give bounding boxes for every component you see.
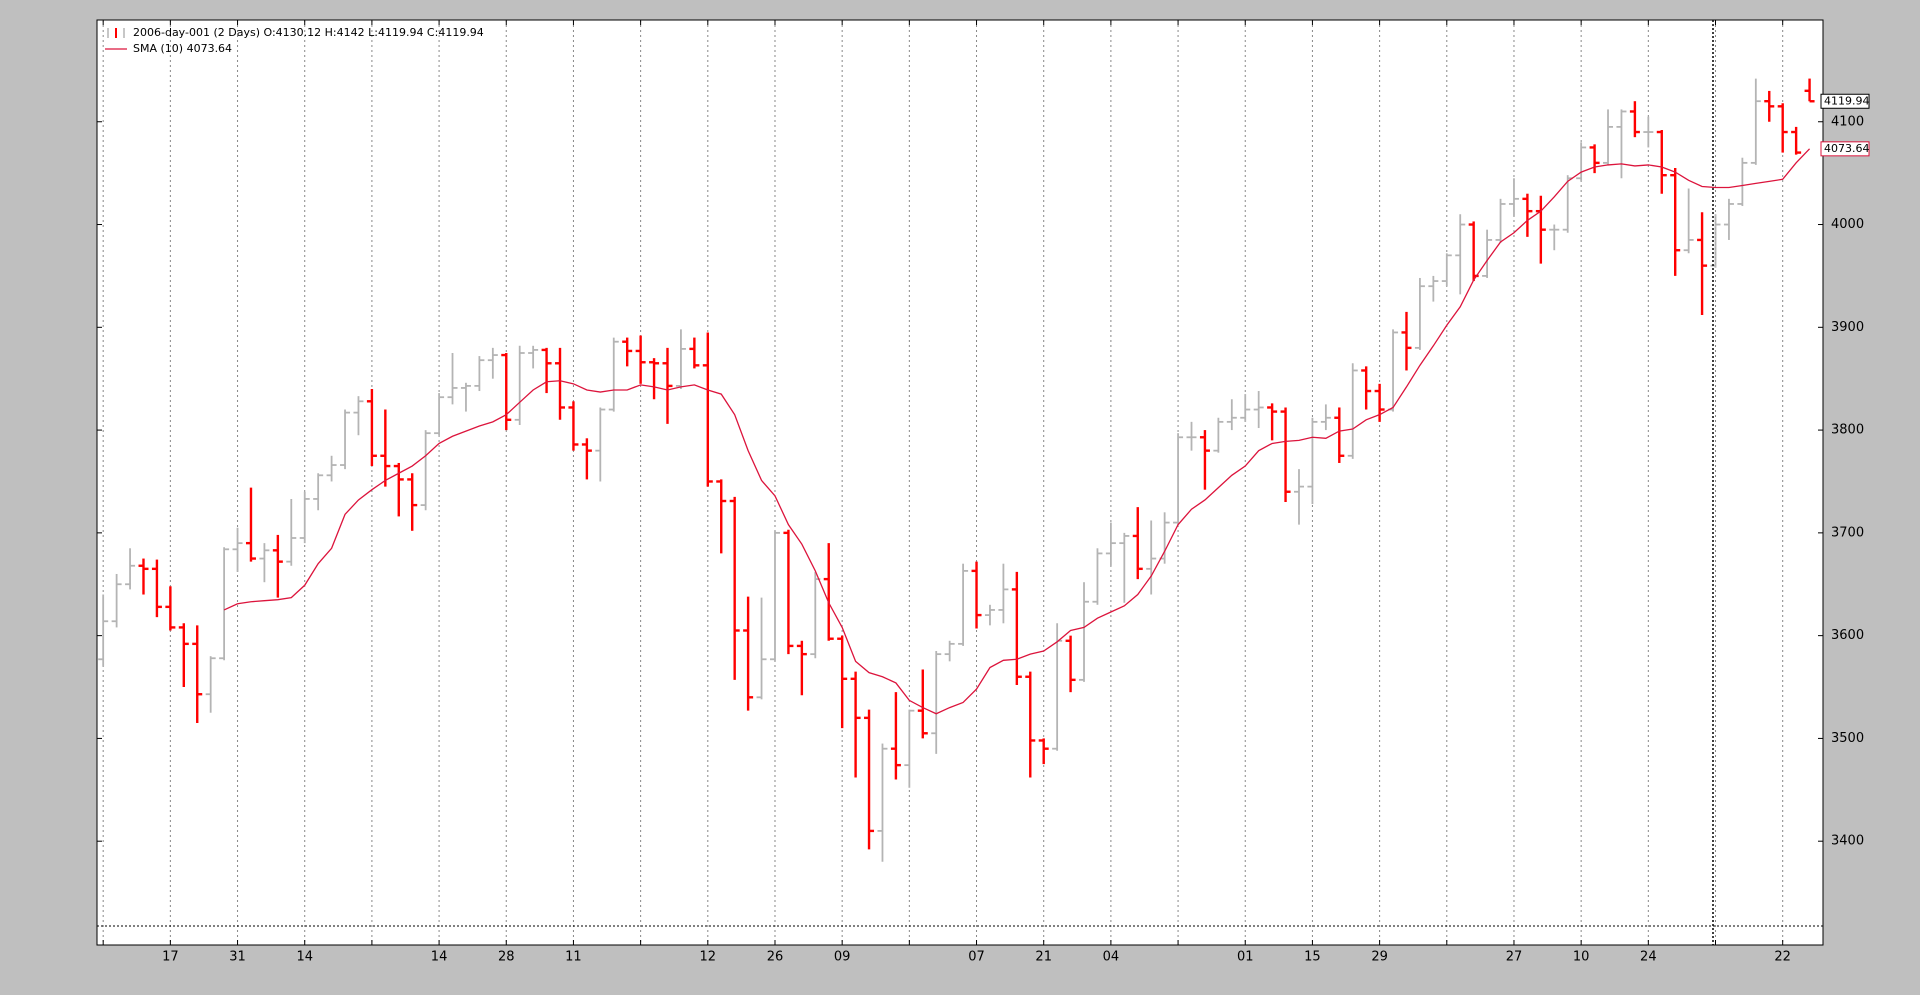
last-value-box <box>1820 93 1870 109</box>
x-tick-label: 17 <box>162 950 179 965</box>
legend-label: 2006-day-001 (2 Days) O:4130.12 H:4142 L… <box>133 26 484 39</box>
y-tick-label: 4000 <box>1831 217 1864 232</box>
x-tick-label: 24 <box>1640 950 1657 965</box>
x-tick-label: 09 <box>834 950 851 965</box>
x-tick-label: 26 <box>767 950 784 965</box>
last-value-label: 4073.64 <box>1824 142 1870 155</box>
axes: 17 31 14 14 28 11 12 26 09 07 21 04 01 15 29 27 10 24 22 34… <box>97 20 1870 965</box>
x-tick-label: 15 <box>1304 950 1321 965</box>
x-tick-label: 29 <box>1371 950 1388 965</box>
y-tick-label: 4100 <box>1831 114 1864 129</box>
x-tick-label: 31 <box>229 950 246 965</box>
legend: 2006-day-001 (2 Days) O:4130.12 H:4142 L… <box>105 26 484 55</box>
last-value-box <box>1820 141 1870 157</box>
grid <box>102 20 1784 945</box>
x-tick-label: 27 <box>1506 950 1523 965</box>
y-tick-label: 3700 <box>1831 525 1864 540</box>
x-tick-label: 11 <box>565 950 582 965</box>
x-tick-label: 01 <box>1237 950 1254 965</box>
x-tick-label: 14 <box>431 950 448 965</box>
x-tick-label: 28 <box>498 950 515 965</box>
legend-label: SMA (10) 4073.64 <box>133 42 232 55</box>
x-tick-label: 21 <box>1035 950 1052 965</box>
x-tick-label: 22 <box>1774 950 1791 965</box>
y-tick-label: 3800 <box>1831 423 1864 438</box>
x-tick-label: 07 <box>968 950 985 965</box>
y-tick-label: 3600 <box>1831 628 1864 643</box>
sma-line <box>223 148 1811 715</box>
y-tick-label: 3400 <box>1831 834 1864 849</box>
y-tick-label: 3500 <box>1831 731 1864 746</box>
marks <box>98 78 1815 862</box>
x-tick-label: 04 <box>1103 950 1120 965</box>
plot-area <box>96 19 1824 946</box>
x-tick-label: 12 <box>700 950 717 965</box>
last-value-label: 4119.94 <box>1824 94 1870 107</box>
x-tick-label: 14 <box>296 950 313 965</box>
y-tick-label: 3900 <box>1831 320 1864 335</box>
x-tick-label: 10 <box>1573 950 1590 965</box>
